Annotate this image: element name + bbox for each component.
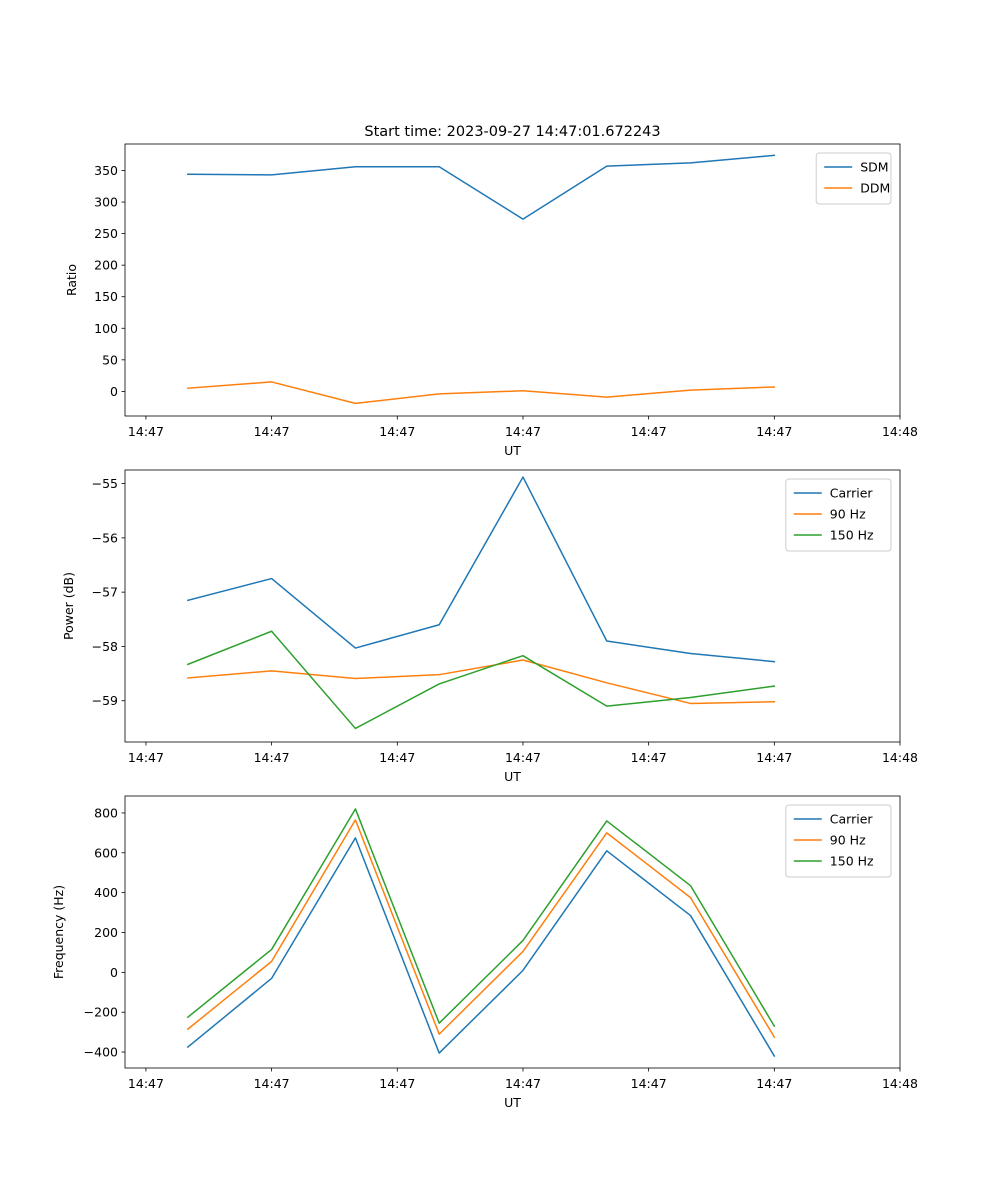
y-tick-label: 100	[94, 321, 118, 336]
y-tick-label: −56	[92, 530, 118, 545]
x-tick-label: 14:47	[379, 1076, 415, 1091]
series-line-carrier	[186, 837, 776, 1058]
y-tick-label: 200	[94, 925, 118, 940]
legend: Carrier 90 Hz 150 Hz	[785, 804, 892, 878]
legend-label: Carrier	[830, 812, 874, 827]
chart-title: Start time: 2023-09-27 14:47:01.672243	[364, 124, 660, 140]
y-tick-label: 250	[94, 226, 118, 241]
x-tick-label: 14:47	[128, 424, 164, 439]
y-tick-label: −400	[84, 1045, 118, 1060]
legend-label: 150 Hz	[830, 854, 874, 869]
y-tick-label: 50	[102, 352, 118, 367]
x-axis-label: UT	[504, 769, 521, 784]
y-tick-label: −57	[92, 585, 118, 600]
x-axis-label: UT	[504, 443, 521, 458]
legend-label: SDM	[860, 160, 888, 175]
x-axis-label: UT	[504, 1095, 521, 1110]
legend-label: 90 Hz	[830, 833, 866, 848]
series-line-90-hz	[187, 659, 776, 705]
x-tick-label: 14:47	[254, 750, 290, 765]
y-tick-label: 200	[94, 258, 118, 273]
chart-panel-2: 14:47 14:47 14:47 14:47 14:47 14:47 14:48 −59 −5…	[61, 469, 918, 784]
legend: SDM DDM	[815, 152, 892, 205]
y-tick-label: 400	[94, 885, 118, 900]
y-tick-label: −59	[92, 693, 118, 708]
x-tick-label: 14:47	[505, 424, 541, 439]
x-tick-label: 14:47	[631, 750, 667, 765]
y-tick-label: 300	[94, 195, 118, 210]
series-line-sdm	[187, 154, 776, 220]
x-tick-label: 14:47	[631, 424, 667, 439]
x-tick-label: 14:47	[128, 750, 164, 765]
x-tick-label: 14:47	[254, 1076, 290, 1091]
x-tick-label: 14:47	[379, 750, 415, 765]
y-tick-label: 0	[110, 384, 118, 399]
legend-box	[815, 152, 892, 205]
x-tick-label: 14:47	[128, 1076, 164, 1091]
y-tick-label: 800	[94, 805, 118, 820]
y-axis-label: Ratio	[64, 264, 79, 296]
axes-frame	[124, 143, 901, 417]
x-tick-label: 14:47	[756, 1076, 792, 1091]
x-tick-label: 14:47	[505, 1076, 541, 1091]
axes-frame	[124, 469, 901, 743]
legend-box	[785, 804, 892, 878]
y-tick-label: −200	[84, 1005, 118, 1020]
axes-frame	[124, 795, 901, 1069]
legend-box	[785, 478, 892, 552]
y-tick-label: 0	[110, 965, 118, 980]
x-tick-label: 14:48	[882, 424, 918, 439]
legend-label: 90 Hz	[830, 507, 866, 522]
series-line-ddm	[187, 381, 776, 405]
chart-panel-1: 14:47 14:47 14:47 14:47 14:47 14:47 14:48 0 50 10…	[64, 124, 918, 458]
y-tick-label: −55	[92, 476, 118, 491]
x-tick-label: 14:47	[631, 1076, 667, 1091]
x-tick-label: 14:47	[505, 750, 541, 765]
legend-label: Carrier	[830, 486, 874, 501]
series-line-150-hz	[186, 630, 776, 730]
x-tick-label: 14:47	[756, 424, 792, 439]
legend: Carrier 90 Hz 150 Hz	[785, 478, 892, 552]
series-line-90-hz	[186, 819, 776, 1039]
y-tick-label: 350	[94, 163, 118, 178]
legend-label: DDM	[860, 181, 890, 196]
x-tick-label: 14:48	[882, 1076, 918, 1091]
chart-panel-3: 14:47 14:47 14:47 14:47 14:47 14:47 14:48 −400 −…	[51, 795, 918, 1110]
x-tick-label: 14:47	[756, 750, 792, 765]
series-line-carrier	[186, 476, 776, 663]
x-tick-label: 14:48	[882, 750, 918, 765]
y-axis-label: Power (dB)	[61, 572, 76, 640]
x-tick-label: 14:47	[254, 424, 290, 439]
x-tick-label: 14:47	[379, 424, 415, 439]
y-tick-label: −58	[92, 639, 118, 654]
y-tick-label: 150	[94, 289, 118, 304]
series-line-150-hz	[186, 808, 776, 1028]
y-tick-label: 600	[94, 845, 118, 860]
y-axis-label: Frequency (Hz)	[51, 885, 66, 979]
legend-label: 150 Hz	[830, 528, 874, 543]
